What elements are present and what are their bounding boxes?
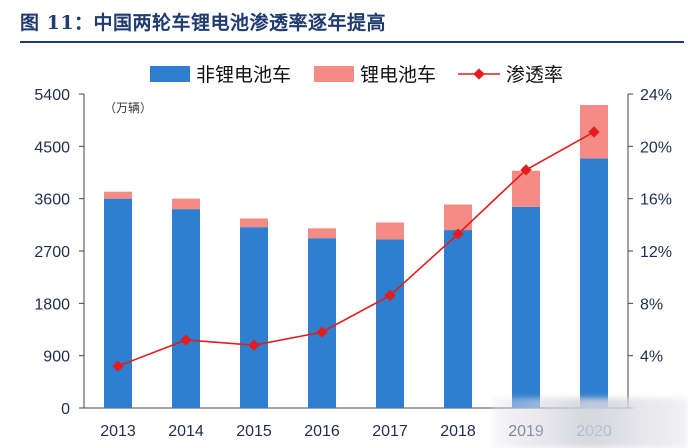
penetration-rate-point bbox=[316, 326, 328, 338]
y-left-tick-label: 4500 bbox=[34, 139, 70, 156]
y-right-tick-label: 16% bbox=[640, 192, 672, 209]
legend-line-marker bbox=[473, 68, 485, 80]
bar-non-lithium bbox=[240, 227, 268, 408]
y-right-tick-label: 4% bbox=[640, 349, 663, 366]
y-right-tick-label: 8% bbox=[640, 296, 663, 313]
y-right-tick-label: 12% bbox=[640, 244, 672, 261]
x-tick-label: 2013 bbox=[100, 423, 136, 440]
legend-label: 非锂电池车 bbox=[196, 64, 291, 86]
unit-note: （万辆） bbox=[104, 101, 152, 115]
bar-lithium bbox=[512, 170, 540, 207]
bar-lithium bbox=[104, 191, 132, 199]
watermark-blur bbox=[492, 398, 688, 448]
y-left-tick-label: 5400 bbox=[34, 87, 70, 104]
penetration-rate-point bbox=[248, 339, 260, 351]
bar-non-lithium bbox=[444, 230, 472, 408]
y-left-tick-label: 2700 bbox=[34, 244, 70, 261]
penetration-rate-point bbox=[384, 289, 396, 302]
legend-swatch bbox=[150, 66, 190, 82]
y-left-tick-label: 3600 bbox=[34, 192, 70, 209]
bar-lithium bbox=[444, 204, 472, 231]
legend-label: 锂电池车 bbox=[360, 64, 436, 86]
figure-title: 图 11：中国两轮车锂电池渗透率逐年提高 bbox=[20, 12, 387, 34]
x-tick-label: 2014 bbox=[168, 423, 204, 440]
title-rule bbox=[20, 41, 684, 43]
penetration-rate-point bbox=[452, 228, 464, 240]
y-left-tick-label: 900 bbox=[43, 349, 70, 366]
x-tick-label: 2016 bbox=[304, 423, 340, 440]
x-tick-label: 2017 bbox=[372, 423, 408, 440]
penetration-rate-point bbox=[180, 334, 192, 346]
penetration-rate-line bbox=[117, 131, 595, 367]
x-tick-label: 2015 bbox=[236, 423, 272, 440]
bar-non-lithium bbox=[512, 206, 540, 408]
bar-lithium bbox=[376, 222, 404, 240]
bar-non-lithium bbox=[308, 238, 336, 408]
bar-non-lithium bbox=[172, 209, 200, 408]
bar-lithium bbox=[240, 218, 268, 228]
y-left-tick-label: 1800 bbox=[34, 296, 70, 313]
legend-swatch bbox=[314, 66, 354, 82]
bar-non-lithium bbox=[104, 198, 132, 408]
penetration-rate-point bbox=[520, 164, 532, 176]
legend-label: 渗透率 bbox=[506, 64, 563, 86]
x-tick-label: 2018 bbox=[440, 423, 476, 440]
y-right-tick-label: 24% bbox=[640, 87, 672, 104]
bar-lithium bbox=[308, 228, 336, 239]
bar-non-lithium bbox=[580, 158, 608, 408]
y-right-tick-label: 20% bbox=[640, 139, 672, 156]
bar-non-lithium bbox=[376, 239, 404, 408]
y-left-tick-label: 0 bbox=[61, 401, 70, 418]
bar-lithium bbox=[172, 198, 200, 210]
